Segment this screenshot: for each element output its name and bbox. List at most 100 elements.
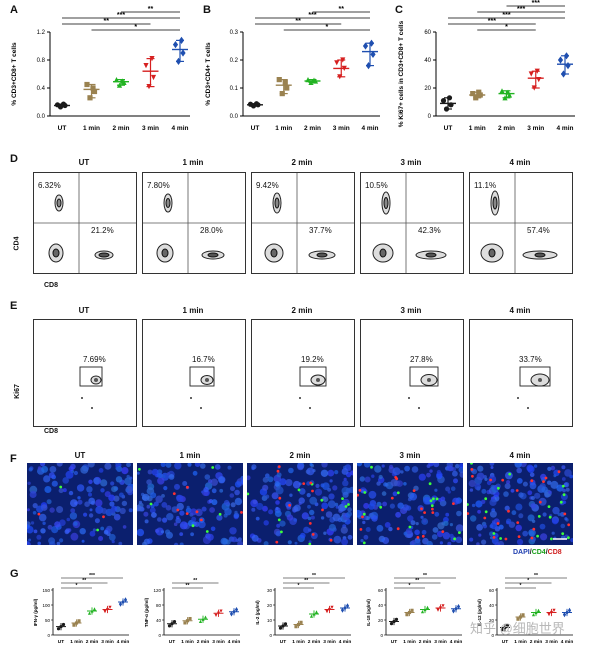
dapi-nucleus — [262, 476, 269, 483]
dapi-nucleus — [323, 531, 327, 535]
dapi-nucleus — [396, 480, 403, 487]
g-y-tick-label: 20 — [267, 603, 273, 608]
dapi-nucleus — [469, 488, 474, 492]
y-tick-label: 40 — [424, 58, 431, 64]
dapi-nucleus — [434, 511, 440, 517]
g-data-point — [343, 605, 347, 611]
dapi-nucleus — [481, 539, 487, 545]
y-tick-label: 0.8 — [37, 58, 46, 64]
micro-svg — [247, 463, 353, 545]
legend-cd8: CD8 — [547, 549, 562, 556]
dapi-nucleus — [89, 508, 93, 512]
dapi-nucleus — [426, 540, 433, 545]
dapi-nucleus — [191, 516, 197, 522]
g-data-point — [562, 612, 567, 618]
dapi-nucleus — [306, 467, 315, 476]
g-data-point — [325, 610, 329, 614]
micro-image — [27, 463, 133, 545]
facs-d-svg — [34, 173, 136, 273]
dapi-nucleus — [265, 494, 270, 499]
dapi-nucleus — [194, 463, 201, 467]
cd8-cell — [544, 476, 548, 480]
dapi-nucleus — [533, 464, 538, 468]
data-point — [476, 89, 482, 95]
g-y-tick-label: 60 — [378, 588, 384, 593]
dapi-nucleus — [332, 513, 341, 522]
cd8-cell — [501, 478, 505, 482]
g-data-point — [278, 626, 283, 630]
dapi-nucleus — [515, 524, 522, 532]
g-data-point — [185, 619, 190, 623]
g-significance-label: ** — [304, 578, 308, 584]
dapi-nucleus — [362, 520, 366, 525]
dapi-nucleus — [570, 538, 573, 543]
g-data-point — [423, 607, 427, 612]
cd8-cell — [390, 496, 394, 500]
ki67-core — [538, 378, 542, 382]
micro-image — [467, 463, 573, 545]
g-data-point — [201, 617, 205, 621]
dapi-nucleus — [70, 532, 79, 541]
dapi-nucleus — [161, 494, 165, 498]
micro-svg — [467, 463, 573, 545]
event-dot — [418, 407, 420, 409]
dapi-nucleus — [73, 470, 78, 476]
micro-title: 4 min — [509, 451, 531, 460]
cd4-cell — [96, 528, 99, 532]
facs-d-plot — [360, 172, 464, 274]
cd8-cell — [195, 510, 199, 514]
dapi-nucleus — [252, 499, 258, 505]
cd4-cell — [561, 484, 565, 488]
dapi-nucleus — [516, 467, 522, 474]
data-point — [506, 92, 513, 98]
g-data-point — [296, 622, 301, 627]
data-point — [362, 42, 369, 50]
g-significance-label: ** — [82, 578, 86, 584]
dapi-nucleus — [36, 534, 42, 540]
dapi-nucleus — [564, 469, 572, 477]
dapi-nucleus — [113, 513, 121, 521]
panel-letter-b: B — [203, 4, 211, 16]
data-point — [54, 102, 61, 108]
dapi-nucleus — [300, 532, 306, 539]
dapi-nucleus — [476, 524, 483, 531]
dapi-nucleus — [459, 463, 463, 468]
dapi-nucleus — [47, 524, 53, 530]
dapi-nucleus — [518, 513, 524, 519]
y-axis-label: % CD3+CD8+ T cells — [11, 42, 18, 106]
dapi-nucleus — [28, 467, 33, 472]
facs-d-title: 4 min — [509, 158, 531, 167]
category-label: 3 min — [527, 125, 544, 132]
dapi-nucleus — [440, 496, 446, 502]
data-point — [565, 62, 571, 70]
cd8-cell — [530, 536, 534, 540]
cd8-cell — [311, 533, 315, 536]
cd8-cell — [471, 474, 474, 478]
cd4-cell — [280, 530, 283, 534]
dapi-nucleus — [151, 468, 159, 476]
dapi-nucleus — [160, 530, 165, 534]
dapi-nucleus — [529, 482, 537, 490]
g-data-point — [92, 607, 97, 611]
cd8-cell — [489, 478, 493, 482]
data-point — [253, 101, 260, 107]
dapi-nucleus — [279, 478, 287, 486]
g-significance-label: *** — [89, 573, 95, 579]
ki67-core — [427, 378, 431, 382]
data-point — [282, 79, 288, 85]
panel-d-xlabel: CD8 — [44, 282, 59, 289]
dapi-nucleus — [389, 503, 395, 509]
dapi-nucleus — [468, 479, 476, 488]
dapi-nucleus — [84, 501, 90, 507]
data-point — [172, 41, 179, 49]
dapi-nucleus — [556, 484, 564, 492]
dapi-nucleus — [251, 464, 257, 470]
dapi-nucleus — [522, 530, 529, 537]
dapi-nucleus — [179, 542, 184, 545]
dapi-nucleus — [218, 476, 226, 484]
dapi-nucleus — [392, 491, 398, 497]
category-label: 4 min — [172, 125, 189, 132]
dapi-nucleus — [455, 463, 460, 469]
dapi-nucleus — [142, 541, 147, 545]
dapi-nucleus — [410, 520, 416, 526]
